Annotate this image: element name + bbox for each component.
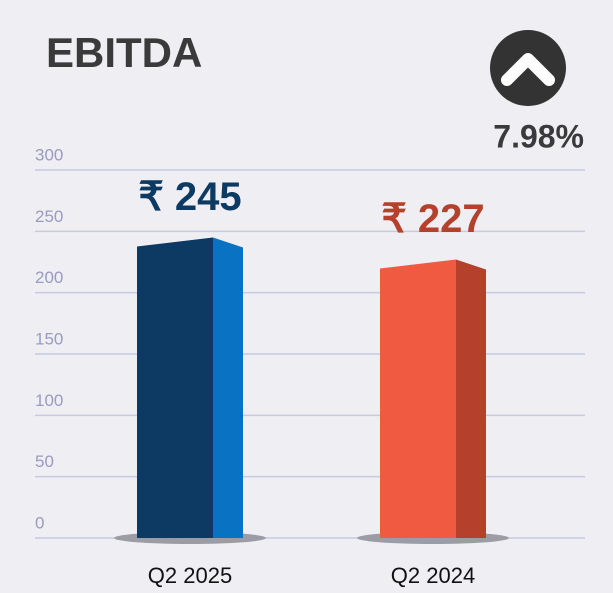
y-tick-label: 50 bbox=[35, 452, 54, 471]
y-tick-label: 200 bbox=[35, 268, 63, 287]
bar bbox=[137, 237, 213, 538]
bar bbox=[380, 259, 456, 538]
y-tick-label: 300 bbox=[35, 145, 63, 164]
value-label: ₹ 245 bbox=[138, 175, 241, 219]
chart-title: EBITDA bbox=[46, 29, 202, 76]
y-tick-label: 100 bbox=[35, 391, 63, 410]
bar-side bbox=[213, 237, 243, 538]
bar-side bbox=[456, 259, 486, 538]
y-tick-label: 0 bbox=[35, 513, 44, 532]
x-tick-label: Q2 2024 bbox=[391, 563, 475, 588]
change-label: 7.98% bbox=[493, 118, 584, 154]
y-tick-label: 150 bbox=[35, 329, 63, 348]
x-tick-label: Q2 2025 bbox=[148, 563, 232, 588]
value-label: ₹ 227 bbox=[381, 197, 484, 241]
up-icon bbox=[490, 30, 566, 106]
y-tick-label: 250 bbox=[35, 207, 63, 226]
up-chevron bbox=[501, 53, 555, 86]
